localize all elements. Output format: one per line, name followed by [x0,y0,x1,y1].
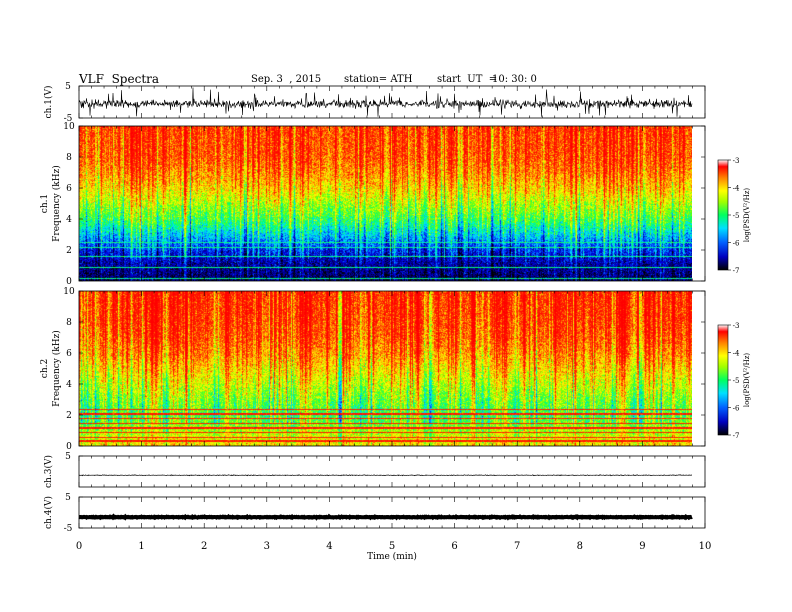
x-tick-label: 5 [389,541,395,552]
x-tick-label: 8 [577,541,583,552]
ch2-spec-ylabel-2: Frequency (kHz) [51,330,62,407]
ch1-ylabel: ch.1(V) [43,86,54,119]
ch2-colorbar-tick: -6 [733,405,740,413]
ch1-spec-ylabel-2: Frequency (kHz) [51,165,62,242]
ch2-freq-tick: 8 [66,318,72,328]
ch4-waveform-line [78,513,693,521]
ch3-tick: 5 [65,452,71,462]
ch1-spec-ylabel-1: ch.1 [40,194,50,213]
ch1-colorbar [717,159,729,271]
ch2-freq-tick: 2 [66,411,72,421]
ch1-colorbar-label: log(PSD(V²/Hz) [743,188,751,243]
ch4-tick: 5 [65,493,71,503]
ch2-colorbar-tick: -5 [733,377,740,385]
ch1-colorbar-tick: -3 [733,157,740,165]
start-ut-time: 10: 30: 0 [492,74,537,85]
ch1-tick: -5 [64,114,73,124]
ch3-waveform-line [79,474,692,477]
ch1-freq-tick: 10 [63,122,75,132]
ch1-colorbar-tick: -6 [733,240,740,248]
ch2-colorbar-tick: -4 [733,350,740,358]
ch4-ylabel: ch.4(V) [43,496,54,529]
date-label: Sep. 3 , 2015 [251,74,322,85]
ch1-freq-tick: 4 [66,215,72,225]
x-tick-label: 9 [639,541,645,552]
ch1-spectrogram-image [79,126,692,281]
ch3-ylabel: ch.3(V) [43,455,54,488]
ch1-freq-tick: 2 [66,246,72,256]
ch1-colorbar-tick: -5 [733,212,740,220]
x-tick-label: 10 [699,541,712,552]
ch2-spec-ylabel-1: ch.2 [40,359,50,378]
ch2-colorbar-tick: -3 [733,322,740,330]
x-tick-label: 6 [451,541,457,552]
ch2-freq-tick: 4 [66,380,72,390]
x-tick-label: 0 [76,541,82,552]
ch2-colorbar-label: log(PSD(V²/Hz) [743,353,751,408]
start-ut-label: start UT = [437,74,498,85]
ch2-freq-tick: 10 [63,287,75,297]
ch2-spectrogram-image [79,291,692,446]
ch1-colorbar-tick: -4 [733,185,740,193]
ch1-tick: 5 [65,82,71,92]
x-axis-label: Time (min) [367,551,417,562]
ch4-tick: -5 [64,524,73,534]
ch2-freq-tick: 0 [66,442,72,452]
station-label: station= ATH [344,74,413,85]
ch1-freq-tick: 8 [66,153,72,163]
ch1-freq-tick: 0 [66,277,72,287]
x-tick-label: 1 [138,541,144,552]
ch1-waveform-line [78,87,693,117]
figure-title: VLF Spectra [79,72,160,86]
ch1-freq-tick: 6 [66,184,72,194]
x-tick-label: 3 [264,541,270,552]
x-tick-label: 2 [201,541,207,552]
ch2-colorbar [717,324,729,436]
ch1-colorbar-tick: -7 [733,267,740,275]
x-tick-label: 4 [326,541,332,552]
x-tick-label: 7 [514,541,520,552]
ch2-freq-tick: 6 [66,349,72,359]
ch2-colorbar-tick: -7 [733,432,740,440]
